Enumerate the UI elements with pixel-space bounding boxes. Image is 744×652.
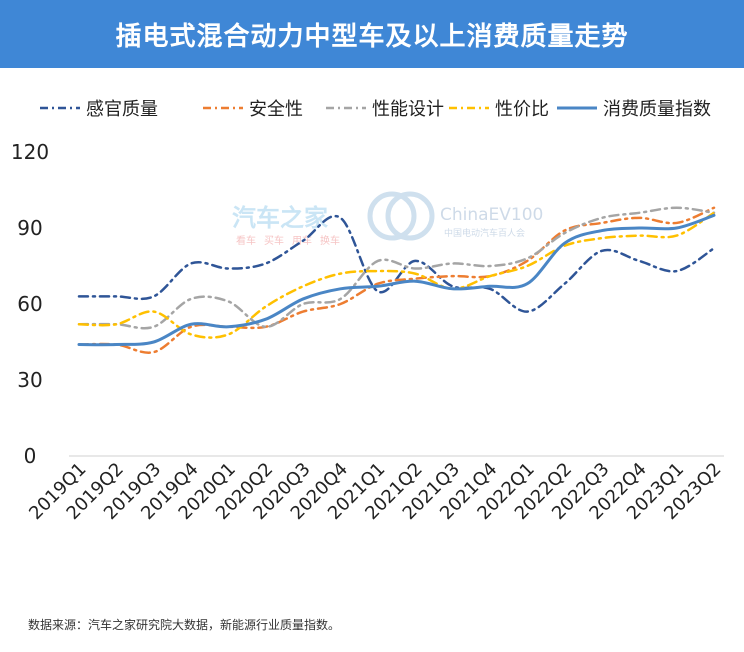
series-line [77, 211, 716, 339]
data-source-note: 数据来源：汽车之家研究院大数据，新能源行业质量指数。 [28, 618, 341, 632]
legend-label: 性能设计 [372, 99, 444, 120]
chart-title: 插电式混合动力中型车及以上消费质量走势 [115, 21, 629, 52]
watermark-brand-b: ChinaEV100 [440, 205, 543, 225]
y-axis: 0 30 60 90 120 [11, 140, 49, 468]
watermark-sub-item: 换车 [320, 234, 340, 247]
watermark-brand-a: 汽车之家 [232, 204, 328, 232]
watermark-sub-item: 买车 [264, 234, 284, 247]
y-tick-label: 60 [17, 292, 42, 316]
legend-label: 消费质量指数 [603, 99, 711, 120]
legend-label: 安全性 [249, 99, 303, 120]
line-chart: 汽车之家看车 买车 用车 换车ChinaEV100中国电动汽车百人会 感官质量 安全性性… [11, 99, 726, 524]
watermark-ring-icon [385, 191, 435, 241]
y-tick-label: 90 [17, 216, 42, 240]
watermark-sub-item: 看车 [236, 234, 256, 247]
y-tick-label: 120 [11, 140, 49, 164]
legend-label: 性价比 [495, 99, 549, 120]
series-line [77, 206, 716, 330]
legend-label: 感官质量 [86, 99, 158, 120]
series-line [77, 213, 716, 347]
watermark-brand-b-sub: 中国电动汽车百人会 [444, 227, 525, 239]
y-tick-label: 0 [24, 444, 37, 468]
y-tick-label: 30 [17, 368, 42, 392]
x-axis: 2019Q12019Q22019Q32019Q42020Q12020Q22020… [25, 455, 726, 524]
legend: 感官质量 安全性 性能设计 性价比 消费质量指数 [40, 99, 711, 120]
watermark-ring-icon [367, 191, 417, 241]
series-line [77, 206, 716, 354]
series-lines [77, 206, 716, 354]
chart-title-bar: 插电式混合动力中型车及以上消费质量走势 [0, 0, 744, 68]
